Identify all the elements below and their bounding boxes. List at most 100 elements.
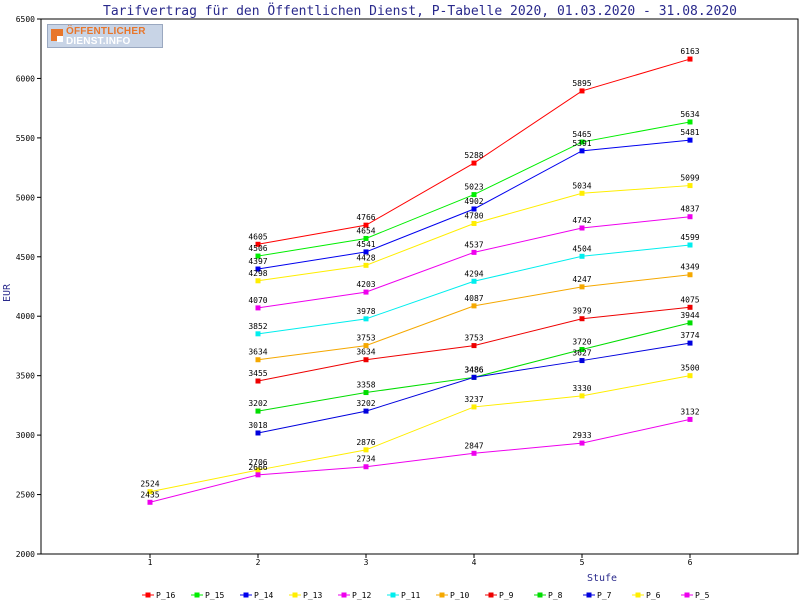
data-point — [579, 253, 585, 259]
data-point — [687, 119, 693, 125]
data-point — [471, 303, 477, 309]
data-label: 4742 — [572, 216, 591, 225]
data-point — [471, 220, 477, 226]
data-label: 3978 — [356, 307, 375, 316]
data-label: 2435 — [140, 490, 159, 499]
series-p-16 — [255, 56, 693, 247]
data-point — [363, 262, 369, 268]
data-label: 4075 — [680, 295, 699, 304]
logo-square-icon — [51, 29, 63, 42]
y-tick-label: 3500 — [16, 372, 35, 381]
series-layer: 4605 4766 5288 5895 6163 4506 4654 5023 5465 5634… — [140, 47, 700, 505]
legend-marker — [145, 592, 151, 598]
data-point — [687, 242, 693, 248]
legend-marker — [341, 592, 347, 598]
data-point — [255, 408, 261, 414]
legend-label: P_6 — [646, 591, 661, 600]
legend-marker — [488, 592, 494, 598]
series-p-10 — [255, 272, 693, 363]
data-label: 4599 — [680, 233, 699, 242]
data-label: 3634 — [356, 348, 375, 357]
data-label: 4780 — [464, 211, 483, 220]
data-point — [471, 160, 477, 166]
data-label: 3202 — [248, 399, 267, 408]
legend-label: P_12 — [352, 591, 371, 600]
x-tick-label: 2 — [256, 558, 261, 567]
data-point — [687, 137, 693, 143]
data-label: 4397 — [248, 257, 267, 266]
legend-label: P_15 — [205, 591, 224, 600]
data-label: 3018 — [248, 421, 267, 430]
series-line — [149, 418, 691, 503]
legend-marker — [537, 592, 543, 598]
data-point — [255, 241, 261, 247]
data-point — [471, 249, 477, 255]
legend-marker — [586, 592, 592, 598]
legend-item: P_5 — [681, 591, 710, 600]
y-tick-label: 5500 — [16, 134, 35, 143]
series-p-9 — [255, 304, 693, 384]
legend-marker — [292, 592, 298, 598]
legend-item: P_15 — [191, 591, 224, 600]
legend-label: P_7 — [597, 591, 612, 600]
data-point — [687, 416, 693, 422]
data-label: 4902 — [464, 197, 483, 206]
data-label: 5895 — [572, 79, 591, 88]
legend-label: P_14 — [254, 591, 273, 600]
data-point — [687, 183, 693, 189]
data-label: 5288 — [464, 151, 483, 160]
data-point — [363, 289, 369, 295]
legend-marker — [439, 592, 445, 598]
y-axis: 2000 2500 3000 3500 4000 4500 5000 5500 6000 6500 — [16, 15, 41, 559]
legend-item: P_10 — [436, 591, 469, 600]
data-point — [363, 235, 369, 241]
data-point — [363, 357, 369, 363]
y-axis-label: EUR — [2, 283, 13, 302]
y-tick-label: 3000 — [16, 431, 35, 440]
data-label: 4070 — [248, 296, 267, 305]
data-label: 4506 — [248, 244, 267, 253]
series-p-12 — [255, 214, 693, 311]
series-p-7 — [255, 340, 693, 436]
data-point — [579, 284, 585, 290]
legend-item: P_11 — [387, 591, 420, 600]
data-point — [579, 190, 585, 196]
data-label: 2876 — [356, 438, 375, 447]
data-label: 5481 — [680, 128, 699, 137]
legend-label: P_9 — [499, 591, 514, 600]
legend-marker — [243, 592, 249, 598]
data-point — [255, 305, 261, 311]
legend-label: P_5 — [695, 591, 710, 600]
data-label: 2524 — [140, 480, 159, 489]
data-point — [363, 390, 369, 396]
data-point — [471, 206, 477, 212]
data-label: 3486 — [464, 365, 483, 374]
data-point — [579, 316, 585, 322]
data-label: 4504 — [572, 244, 591, 253]
data-label: 3455 — [248, 369, 267, 378]
data-point — [579, 440, 585, 446]
data-point — [363, 408, 369, 414]
x-axis: 1 2 3 4 5 6 — [148, 554, 693, 567]
legend-item: P_7 — [583, 591, 612, 600]
site-logo: ÖFFENTLICHER DIENST.INFO — [47, 24, 163, 48]
data-point — [579, 88, 585, 94]
data-point — [255, 278, 261, 284]
data-label: 4837 — [680, 205, 699, 214]
data-point — [471, 278, 477, 284]
data-label: 3979 — [572, 307, 591, 316]
plot-frame — [40, 18, 799, 555]
data-label: 5634 — [680, 110, 699, 119]
data-point — [363, 222, 369, 228]
data-point — [579, 148, 585, 154]
data-label: 6163 — [680, 47, 699, 56]
data-label: 3486 — [464, 365, 483, 374]
y-tick-label: 2000 — [16, 550, 35, 559]
data-label: 4294 — [464, 269, 483, 278]
data-label: 3852 — [248, 322, 267, 331]
series-p-5 — [147, 416, 693, 505]
data-point — [687, 304, 693, 310]
x-tick-label: 5 — [580, 558, 585, 567]
legend-label: P_10 — [450, 591, 469, 600]
data-point — [255, 430, 261, 436]
